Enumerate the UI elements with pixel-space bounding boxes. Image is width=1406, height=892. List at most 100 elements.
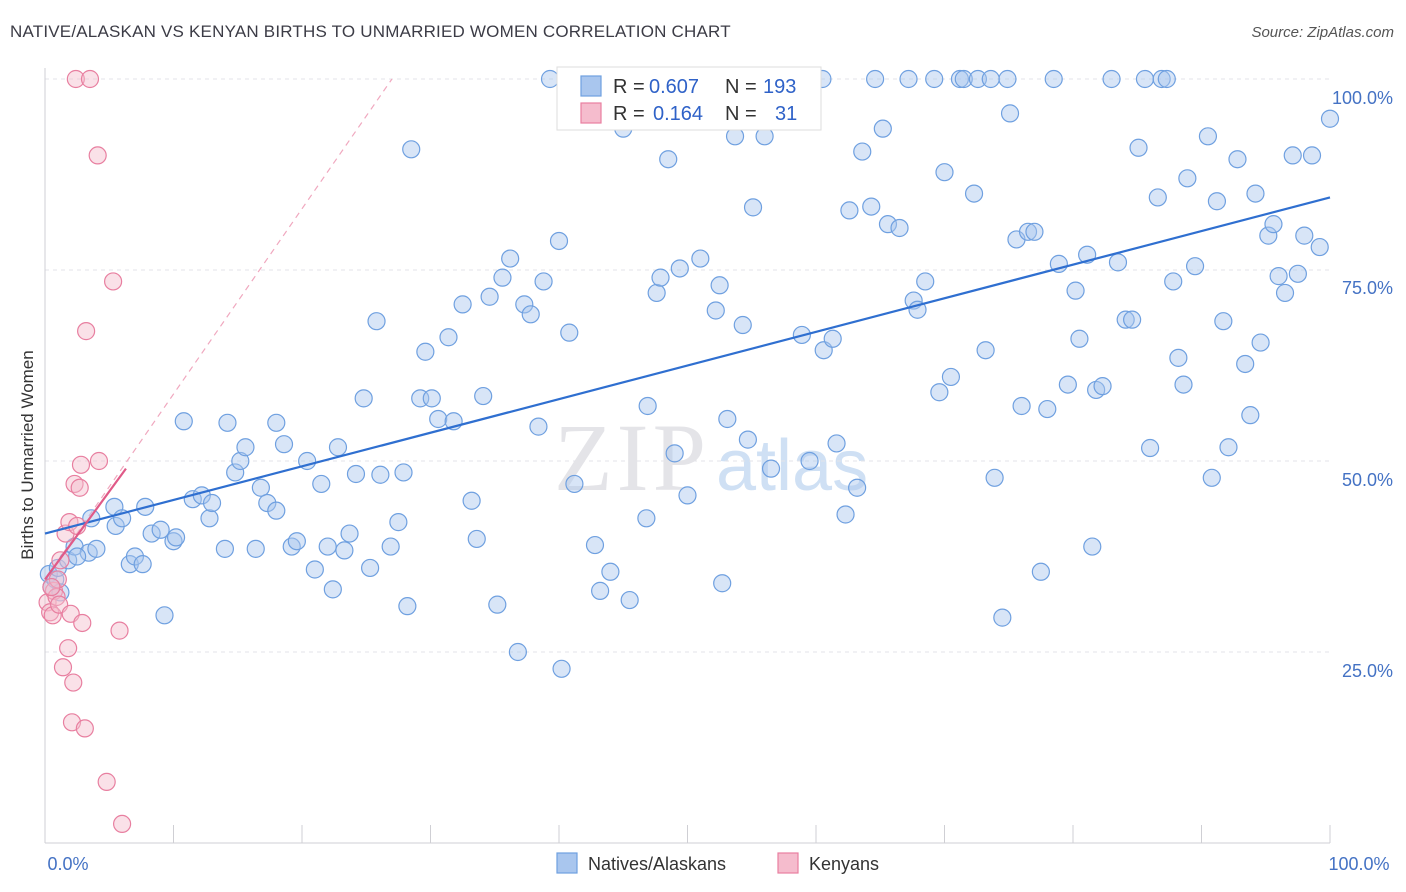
native-point-153 <box>1038 399 1057 419</box>
native-point-152 <box>1031 562 1050 581</box>
native-point-151 <box>1025 222 1044 241</box>
native-point-93 <box>651 268 670 287</box>
native-point-119 <box>823 329 842 348</box>
native-point-123 <box>848 478 867 497</box>
kenyan-point-22 <box>66 69 85 89</box>
x-tick-label-max: 100.0% <box>1328 854 1389 874</box>
native-point-156 <box>1058 375 1077 394</box>
native-point-51 <box>361 558 380 578</box>
native-point-179 <box>1202 468 1221 487</box>
kenyan-point-20 <box>75 719 94 738</box>
stats-native-n-label: N = <box>725 76 757 98</box>
native-point-94 <box>659 150 678 169</box>
native-point-72 <box>501 249 520 268</box>
native-point-52 <box>367 312 386 331</box>
native-point-32 <box>236 438 255 457</box>
native-point-39 <box>282 537 301 556</box>
native-point-9 <box>68 547 87 566</box>
native-point-60 <box>416 342 435 361</box>
native-point-139 <box>954 69 973 89</box>
native-point-145 <box>993 608 1012 627</box>
native-point-165 <box>1116 310 1135 329</box>
native-point-88 <box>620 590 639 610</box>
kenyan-point-8 <box>53 658 73 677</box>
native-point-147 <box>1000 104 1020 123</box>
stats-legend-native-swatch <box>580 75 602 97</box>
native-point-134 <box>925 69 944 89</box>
source-label: Source: ZipAtlas.com <box>1251 24 1394 41</box>
stats-kenyan-n-label: N = <box>725 103 757 125</box>
native-point-62 <box>429 409 448 429</box>
native-point-188 <box>1259 226 1278 245</box>
native-point-135 <box>930 383 949 402</box>
native-point-133 <box>916 272 935 291</box>
native-point-144 <box>985 468 1004 487</box>
series-legend: Natives/Alaskans Kenyans <box>556 852 879 874</box>
native-point-121 <box>836 505 855 524</box>
native-point-95 <box>665 444 684 463</box>
kenyan-point-13 <box>64 673 83 692</box>
native-point-57 <box>398 597 417 616</box>
native-point-66 <box>462 491 481 510</box>
y-tick-label-50: 50.0% <box>1342 470 1393 490</box>
native-point-137 <box>941 367 961 387</box>
stats-kenyan-r-label: R = <box>613 103 645 125</box>
native-point-45 <box>323 580 342 599</box>
kenyan-point-26 <box>97 772 116 791</box>
kenyan-point-10 <box>59 639 78 658</box>
native-point-74 <box>515 295 534 314</box>
native-point-174 <box>1169 348 1188 367</box>
kenyan-trend-extension <box>44 78 393 580</box>
kenyan-point-24 <box>88 146 107 165</box>
native-point-129 <box>890 218 909 238</box>
native-point-42 <box>305 560 324 579</box>
x-tick-label-min: 0.0% <box>47 854 88 874</box>
native-point-73 <box>508 642 527 662</box>
native-point-101 <box>710 276 729 295</box>
native-point-78 <box>540 69 560 89</box>
native-point-163 <box>1102 69 1121 89</box>
native-point-44 <box>318 537 337 556</box>
native-point-193 <box>1288 264 1307 283</box>
native-point-175 <box>1174 375 1193 394</box>
native-point-150 <box>1018 222 1038 241</box>
native-point-28 <box>215 539 234 558</box>
native-point-130 <box>899 69 918 89</box>
native-point-40 <box>287 532 306 551</box>
native-point-168 <box>1135 69 1155 89</box>
native-point-107 <box>743 198 763 217</box>
native-point-38 <box>274 435 294 454</box>
native-point-76 <box>529 417 548 436</box>
native-point-172 <box>1157 69 1176 89</box>
native-point-187 <box>1251 333 1270 352</box>
kenyan-point-19 <box>73 613 92 633</box>
native-point-80 <box>552 659 571 678</box>
native-point-27 <box>202 493 222 513</box>
native-point-140 <box>964 184 984 203</box>
native-point-20 <box>155 606 174 625</box>
native-point-11 <box>106 516 125 536</box>
kenyan-point-30 <box>42 577 61 597</box>
native-point-98 <box>691 249 710 268</box>
native-point-83 <box>585 535 605 555</box>
native-point-116 <box>800 451 819 471</box>
legend-kenyan-label: Kenyans <box>809 854 879 874</box>
native-point-180 <box>1207 192 1227 211</box>
native-point-176 <box>1178 169 1197 188</box>
native-point-53 <box>371 465 390 484</box>
native-point-97 <box>678 486 697 505</box>
native-point-61 <box>422 389 441 408</box>
native-point-23 <box>174 412 193 431</box>
kenyan-point-5 <box>48 570 67 589</box>
native-point-170 <box>1148 188 1167 207</box>
native-point-136 <box>935 163 954 182</box>
native-point-162 <box>1093 377 1112 396</box>
native-point-143 <box>981 69 1000 89</box>
native-point-183 <box>1228 150 1247 169</box>
native-point-29 <box>218 413 237 432</box>
native-point-177 <box>1185 257 1205 276</box>
native-point-142 <box>976 341 995 360</box>
native-point-47 <box>335 541 354 560</box>
native-point-169 <box>1140 438 1160 458</box>
y-axis-title: Births to Unmarried Women <box>18 350 37 559</box>
